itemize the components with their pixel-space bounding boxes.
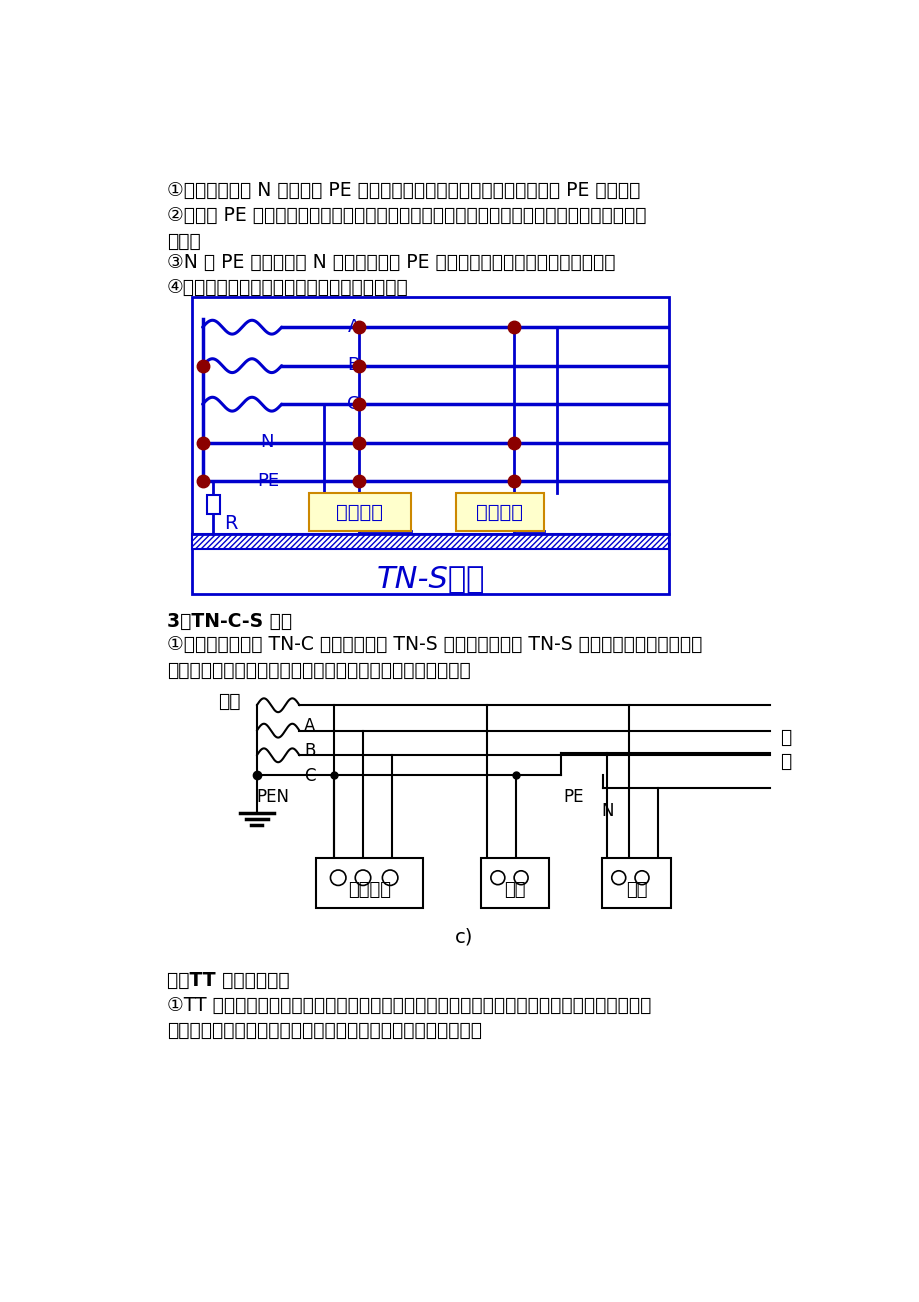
Text: 电源: 电源	[218, 693, 240, 711]
Bar	[481, 858, 549, 907]
Bar	[207, 495, 220, 514]
Text: 三相设备: 三相设备	[336, 503, 383, 522]
Bar	[316, 858, 423, 907]
Text: ①系统的中性线 N 和保护线 PE 是分开的，所有设备的金属外壳均与公共 PE 线相连。: ①系统的中性线 N 和保护线 PE 是分开的，所有设备的金属外壳均与公共 PE …	[166, 181, 640, 201]
Text: PE: PE	[256, 471, 278, 490]
Text: ①TT 系统中性点直接接地，设备外露的可导电部分（如电动机、变压器的外壳，高压开关柜、: ①TT 系统中性点直接接地，设备外露的可导电部分（如电动机、变压器的外壳，高压开…	[166, 996, 651, 1014]
Text: 使用。: 使用。	[166, 232, 200, 251]
Text: c): c)	[454, 927, 472, 947]
Text: 荷: 荷	[779, 751, 790, 771]
Text: ④缺陷是用材料多，投资大。在我国应用不多。: ④缺陷是用材料多，投资大。在我国应用不多。	[166, 277, 408, 297]
Text: R: R	[224, 514, 237, 533]
Bar	[192, 534, 668, 549]
Text: B: B	[347, 357, 359, 375]
Text: A: A	[347, 318, 359, 336]
Text: 单相: 单相	[504, 881, 525, 900]
Text: ③N 和 PE 分开，则当 N 断线也不影响 PE 线上设备防触电规定，故安全性高。: ③N 和 PE 分开，则当 N 断线也不影响 PE 线上设备防触电规定，故安全性…	[166, 254, 615, 272]
Text: N: N	[601, 802, 614, 819]
Text: PEN: PEN	[255, 788, 289, 806]
Text: 长处，适于配电系统末端环境较差或有数据处理设备的场所。: 长处，适于配电系统末端环境较差或有数据处理设备的场所。	[166, 660, 471, 680]
Text: PE: PE	[562, 788, 583, 806]
Text: 负: 负	[779, 728, 790, 747]
Bar	[601, 858, 671, 907]
Text: N: N	[260, 434, 274, 452]
Bar	[192, 297, 668, 594]
Text: A: A	[304, 717, 315, 734]
Text: ②正常时 PE 上无电流，因此各设备不会产生电磁干扰，因此合用于数据处理和精密检测装置: ②正常时 PE 上无电流，因此各设备不会产生电磁干扰，因此合用于数据处理和精密检…	[166, 206, 646, 225]
Bar	[456, 492, 543, 531]
Text: 三相设备: 三相设备	[348, 881, 391, 900]
Text: C: C	[304, 767, 315, 785]
Text: C: C	[347, 395, 359, 413]
Text: 三、TT 系统的特点：: 三、TT 系统的特点：	[166, 971, 289, 990]
Text: ①这种系统前边为 TN-C 系统，后边为 TN-S 系统（或部分为 TN-S 系统）。它兼有两系统的: ①这种系统前边为 TN-C 系统，后边为 TN-S 系统（或部分为 TN-S 系…	[166, 635, 701, 654]
Text: 低压配电屏的门及框架等）接至与中性点接地点无关的接地极。: 低压配电屏的门及框架等）接至与中性点接地点无关的接地极。	[166, 1021, 482, 1040]
Text: 单相设备: 单相设备	[476, 503, 523, 522]
Text: 单相: 单相	[625, 881, 647, 900]
Bar	[192, 534, 668, 549]
Text: B: B	[304, 742, 315, 760]
Text: TN-S系统: TN-S系统	[376, 564, 484, 592]
Text: 3）TN-C-S 系统: 3）TN-C-S 系统	[166, 612, 291, 631]
Bar	[309, 492, 411, 531]
